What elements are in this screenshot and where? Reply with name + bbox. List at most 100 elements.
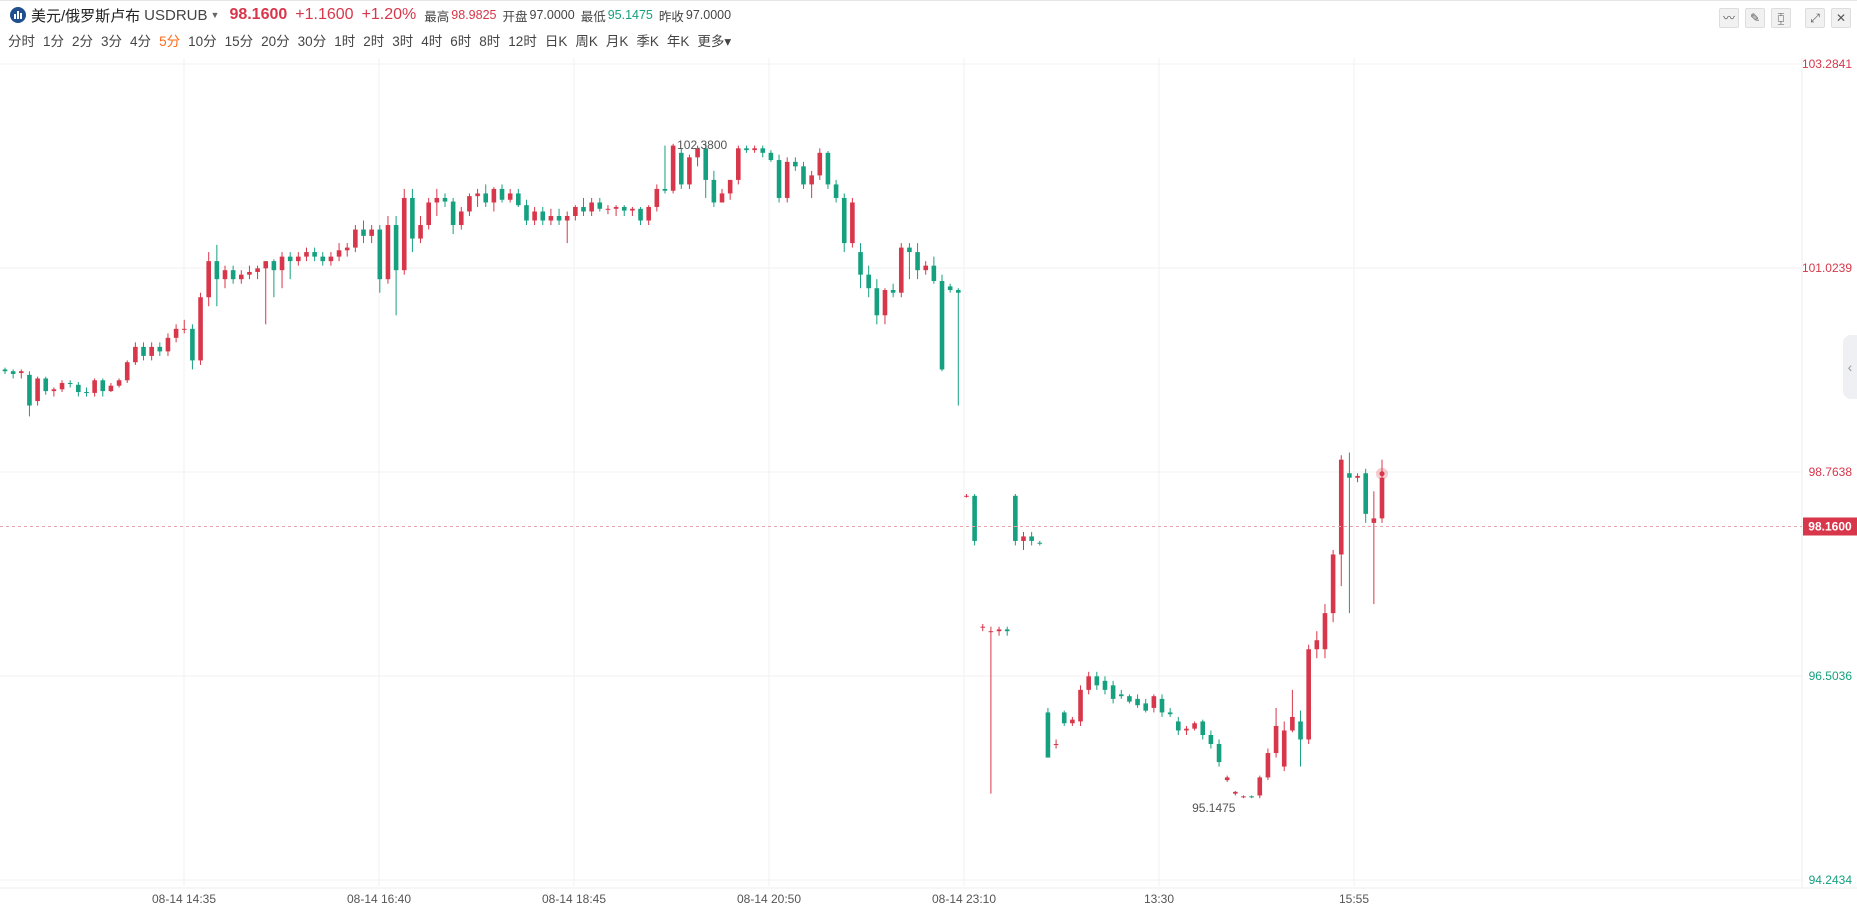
candle-body (972, 495, 977, 541)
candle (27, 371, 32, 417)
candle (1094, 671, 1100, 690)
candle-body (727, 179, 733, 194)
candle (483, 184, 489, 207)
candle-body (18, 371, 24, 374)
candle (589, 197, 594, 217)
candle-body (1053, 744, 1059, 746)
period-tab[interactable]: 8时 (479, 34, 501, 49)
period-tab[interactable]: 季K (636, 34, 659, 49)
period-tab[interactable]: 周K (575, 34, 598, 49)
candle-body (605, 208, 611, 210)
candle-body (1094, 676, 1100, 686)
period-tab[interactable]: 月K (605, 34, 629, 49)
candle-body (442, 197, 448, 202)
period-tab[interactable]: 10分 (188, 34, 217, 49)
symbol-name[interactable]: 美元/俄罗斯卢布 (31, 7, 141, 25)
period-tab[interactable]: 更多▾ (697, 34, 732, 49)
candle-body (173, 328, 179, 338)
period-tab[interactable]: 1分 (43, 34, 65, 49)
candle (1322, 604, 1328, 659)
candle-body (695, 148, 700, 158)
period-tab[interactable]: 日K (544, 34, 568, 49)
candle (670, 143, 676, 194)
x-tick-label: 08-14 14:35 (152, 892, 216, 906)
candle-body (92, 380, 97, 393)
indicator-icon[interactable]: 〰 (1719, 8, 1739, 28)
symbol-code[interactable]: USDRUB (144, 6, 208, 24)
candle-body (133, 346, 138, 363)
candle-body (1338, 459, 1344, 555)
period-tab[interactable]: 12时 (508, 34, 537, 49)
candle (1192, 721, 1197, 731)
candle (1371, 491, 1377, 605)
period-tab[interactable]: 4分 (130, 34, 152, 49)
period-tab[interactable]: 20分 (261, 34, 290, 49)
high-label: 最高 (424, 9, 450, 24)
candle-body (1086, 676, 1091, 690)
period-tab[interactable]: 年K (666, 34, 690, 49)
candle-body (59, 382, 65, 390)
candle (18, 369, 24, 379)
candle-body (866, 274, 871, 289)
candle-body (141, 346, 146, 356)
period-tab[interactable]: 3时 (392, 34, 414, 49)
period-tab[interactable]: 30分 (297, 34, 327, 49)
period-tab[interactable]: 5分 (159, 34, 181, 49)
candle (173, 324, 179, 343)
candle-body (939, 280, 945, 370)
candle-body (736, 148, 741, 180)
period-tab[interactable]: 2时 (363, 34, 385, 49)
candle-body (1110, 685, 1116, 699)
candle (858, 243, 863, 289)
candle (1290, 689, 1295, 733)
candle (915, 243, 920, 280)
candle-body (1371, 518, 1377, 523)
candle-style-icon[interactable]: ⧮ (1771, 8, 1791, 28)
y-tick-label: 98.7638 (1809, 465, 1853, 479)
candle-body (76, 384, 81, 393)
candle (638, 206, 643, 226)
period-tab[interactable]: 2分 (72, 34, 94, 49)
period-tab[interactable]: 15分 (224, 34, 254, 49)
candle (1257, 775, 1263, 799)
candle-body (475, 193, 480, 197)
candle (263, 261, 269, 325)
chevron-down-icon[interactable]: ▼ (210, 10, 220, 20)
collapse-side-panel-icon[interactable]: ‹ (1843, 335, 1857, 399)
candle (719, 188, 725, 203)
candle (841, 193, 847, 253)
candle-body (1208, 734, 1214, 745)
candle-body (1233, 791, 1238, 794)
fullscreen-icon[interactable]: ⤢ (1805, 8, 1825, 28)
period-tab[interactable]: 3分 (101, 34, 123, 49)
candle (304, 247, 309, 262)
y-tick-label: 96.5036 (1809, 669, 1853, 683)
candle (1200, 719, 1206, 740)
candle-body (752, 148, 757, 151)
candle (736, 145, 741, 185)
candle (198, 292, 203, 365)
candle (133, 342, 138, 365)
draw-pencil-icon[interactable]: ✎ (1745, 8, 1765, 28)
candle-body (744, 148, 749, 151)
period-tab[interactable]: 6时 (450, 34, 472, 49)
low-annotation: 95.1475 (1192, 801, 1236, 815)
period-tab[interactable]: 4时 (421, 34, 443, 49)
candle (320, 252, 326, 266)
candle (43, 376, 49, 395)
candle-body (344, 247, 350, 251)
candle (1281, 721, 1287, 772)
candle-body (100, 380, 106, 392)
candle (817, 148, 823, 180)
candle-body (996, 629, 1002, 632)
period-tab[interactable]: 1时 (334, 34, 356, 49)
candle (336, 243, 342, 262)
candle-body (858, 252, 863, 275)
low-label: 最低 (580, 9, 606, 24)
close-icon[interactable]: ✕ (1831, 8, 1851, 28)
candle-body (1314, 640, 1320, 650)
candle (442, 193, 448, 207)
period-tab[interactable]: 分时 (8, 34, 35, 49)
prev-close-value: 97.0000 (685, 8, 732, 22)
